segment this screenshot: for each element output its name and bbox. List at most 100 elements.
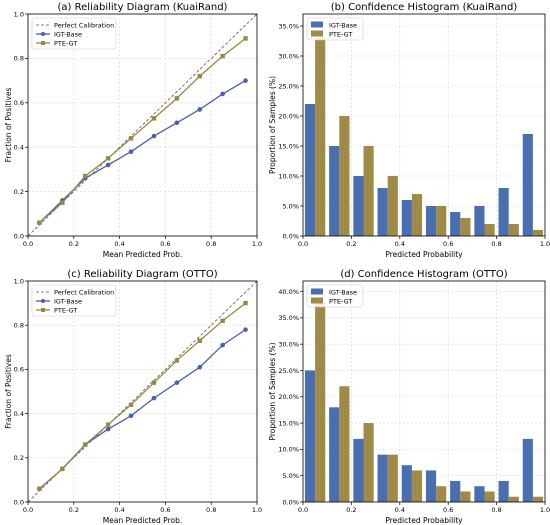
legend-box — [31, 17, 117, 50]
y-tick-label: 0.6 — [14, 366, 24, 374]
bar-pte-gt — [532, 230, 544, 236]
bar-igt-base — [474, 206, 485, 236]
data-point-pte-gt — [220, 53, 225, 59]
bar-igt-base — [353, 176, 364, 236]
x-tick-label: 0.0 — [23, 240, 33, 248]
data-point-igt-base — [128, 149, 134, 154]
y-tick-label: 20.0% — [278, 112, 299, 120]
legend-box — [31, 284, 117, 317]
chart-title: (a) Reliability Diagram (KuaiRand) — [58, 2, 228, 13]
data-point-igt-base — [220, 342, 225, 348]
data-point-pte-gt — [37, 486, 42, 491]
x-tick-label: 0.6 — [443, 240, 453, 248]
data-point-pte-gt — [220, 318, 225, 323]
series-line-pte-gt — [39, 302, 246, 490]
data-point-pte-gt — [60, 200, 65, 205]
bar-igt-base — [522, 134, 533, 236]
bar-igt-base — [401, 465, 412, 502]
chart-title: (d) Confidence Histogram (OTTO) — [340, 269, 507, 280]
y-tick-label: 5.0% — [282, 472, 299, 480]
x-tick-label: 1.0 — [540, 506, 550, 514]
bar-pte-gt — [484, 491, 495, 502]
y-tick-label: 0.0% — [282, 232, 299, 240]
y-tick-label: 15.0% — [278, 142, 299, 150]
bar-pte-gt — [363, 146, 374, 236]
axes-frame — [27, 280, 258, 503]
bar-pte-gt — [363, 423, 374, 502]
data-point-igt-base — [197, 364, 203, 370]
bar-igt-base — [329, 407, 340, 502]
x-tick-label: 0.2 — [69, 506, 79, 514]
y-tick-label: 30.0% — [278, 52, 299, 60]
bar-igt-base — [329, 146, 340, 236]
bar-pte-gt — [460, 491, 471, 502]
data-point-igt-base — [243, 327, 248, 332]
y-axis-label: Fraction of Positives — [4, 88, 13, 163]
data-point-pte-gt — [37, 220, 42, 225]
y-tick-label: 0.2 — [14, 188, 24, 196]
data-point-igt-base — [151, 395, 157, 401]
x-tick-label: 0.0 — [298, 240, 308, 248]
perfect-calibration-line — [27, 13, 258, 237]
bar-pte-gt — [460, 218, 471, 236]
data-point-pte-gt — [128, 402, 134, 407]
data-point-igt-base — [220, 91, 225, 97]
legend-swatch-igt-base — [311, 288, 323, 295]
data-point-pte-gt — [197, 73, 202, 79]
legend-swatch-pte-gt — [311, 297, 323, 304]
bar-pte-gt — [532, 496, 544, 502]
x-tick-label: 1.0 — [252, 240, 262, 248]
y-tick-label: 0.6 — [14, 99, 24, 107]
bar-igt-base — [498, 480, 509, 502]
y-tick-label: 0.0 — [14, 232, 24, 240]
bar-pte-gt — [411, 470, 423, 502]
bar-igt-base — [304, 370, 316, 502]
axes-frame — [27, 13, 258, 237]
data-point-pte-gt — [83, 173, 88, 179]
y-tick-label: 0.8 — [14, 322, 24, 330]
bar-pte-gt — [387, 176, 398, 236]
series-line-igt-base — [38, 80, 246, 224]
bar-pte-gt — [436, 486, 447, 502]
y-tick-label: 35.0% — [278, 22, 299, 30]
legend-swatch-pte-gt — [311, 30, 323, 37]
chart-title: (c) Reliability Diagram (OTTO) — [67, 269, 217, 280]
x-tick-label: 1.0 — [252, 506, 262, 514]
x-tick-label: 0.6 — [443, 506, 453, 514]
data-point-igt-base — [105, 426, 111, 432]
bar-igt-base — [377, 454, 388, 502]
legend-label-pte-gt: PTE-GT — [329, 297, 352, 305]
legend-label-igt-base: IGT-Base — [54, 30, 82, 38]
y-tick-label: 0.0% — [282, 498, 299, 506]
y-tick-label: 10.0% — [278, 172, 299, 180]
x-axis-label: Predicted Probability — [385, 516, 463, 525]
data-point-pte-gt — [105, 156, 111, 161]
data-point-igt-base — [243, 78, 248, 83]
x-tick-label: 0.6 — [160, 506, 170, 514]
data-point-pte-gt — [105, 422, 111, 427]
bar-pte-gt — [436, 206, 447, 236]
bar-pte-gt — [411, 194, 423, 236]
chart-title: (b) Confidence Histogram (KuaiRand) — [331, 2, 518, 13]
legend-label-igt-base: IGT-Base — [54, 297, 82, 305]
legend-swatch-igt-base — [311, 21, 323, 28]
y-tick-label: 20.0% — [278, 393, 299, 401]
data-point-igt-base — [174, 380, 180, 385]
x-tick-label: 0.8 — [206, 240, 216, 248]
x-tick-label: 0.6 — [160, 240, 170, 248]
y-tick-label: 0.4 — [14, 144, 24, 152]
bar-igt-base — [522, 438, 533, 502]
x-tick-label: 0.2 — [346, 240, 356, 248]
data-point-pte-gt — [60, 466, 65, 472]
x-tick-label: 0.2 — [69, 240, 79, 248]
bar-pte-gt — [339, 116, 350, 236]
legend-marker-pte-gt — [41, 308, 45, 312]
data-point-igt-base — [151, 133, 157, 139]
legend-marker-igt-base — [41, 299, 45, 303]
bar-igt-base — [474, 486, 485, 502]
bar-igt-base — [498, 188, 509, 236]
y-tick-label: 40.0% — [278, 288, 299, 296]
series-line-pte-gt — [39, 37, 246, 224]
data-point-pte-gt — [151, 116, 157, 121]
